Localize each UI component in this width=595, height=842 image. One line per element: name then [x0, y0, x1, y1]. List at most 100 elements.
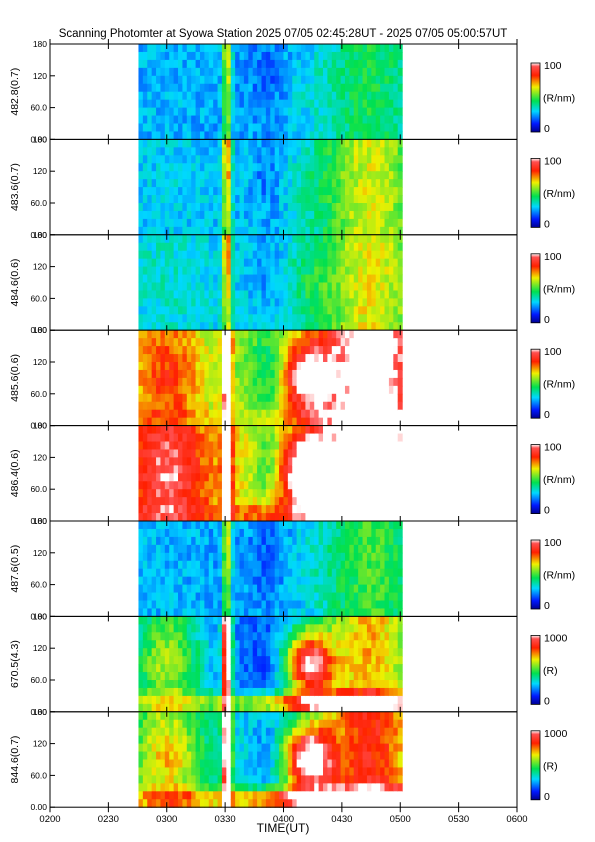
- heat-cell: [169, 695, 175, 705]
- heat-cell: [235, 544, 241, 554]
- heat-cell: [340, 51, 346, 61]
- heat-cell: [353, 195, 359, 204]
- heat-cell: [235, 226, 241, 236]
- heat-cell: [323, 568, 328, 578]
- heat-cell: [323, 258, 328, 268]
- heat-cell: [178, 226, 183, 236]
- heat-cell: [371, 457, 377, 466]
- heat-cell: [397, 163, 403, 172]
- heat-cell: [138, 242, 144, 252]
- heat-cell: [305, 290, 311, 299]
- heat-cell: [248, 195, 254, 204]
- heat-cell: [221, 163, 227, 172]
- heat-cell: [248, 695, 254, 705]
- heat-cell: [265, 51, 271, 61]
- heat-cell: [156, 147, 162, 156]
- heat-cell: [252, 203, 258, 212]
- heat-cell: [173, 210, 179, 220]
- heat-cell: [318, 385, 324, 395]
- heat-cell: [169, 393, 175, 403]
- heat-cell: [340, 242, 346, 252]
- heat-cell: [283, 536, 289, 546]
- heat-cell: [213, 218, 219, 228]
- heat-cell: [388, 425, 394, 435]
- heat-cell: [199, 234, 205, 244]
- heat-cell: [151, 298, 157, 307]
- heat-cell: [235, 163, 241, 172]
- heat-cell: [296, 75, 302, 85]
- heat-cell: [340, 274, 346, 284]
- heat-cell: [156, 210, 162, 220]
- heat-cell: [270, 258, 276, 268]
- heat-cell: [195, 481, 201, 490]
- heat-cell: [353, 330, 359, 339]
- heat-cell: [279, 203, 285, 212]
- heat-cell: [204, 59, 210, 69]
- heat-cell: [239, 171, 245, 180]
- heat-cell: [142, 433, 148, 443]
- heat-cell: [292, 99, 298, 109]
- heat-cell: [344, 314, 350, 323]
- heat-cell: [164, 632, 170, 641]
- heat-cell: [358, 210, 364, 220]
- heat-cell: [296, 536, 302, 546]
- heat-cell: [208, 195, 214, 204]
- heat-cell: [362, 67, 368, 77]
- heat-cell: [261, 703, 267, 713]
- heat-cell: [186, 338, 192, 347]
- heat-cell: [142, 505, 148, 514]
- heat-cell: [305, 171, 311, 180]
- heat-cell: [305, 362, 311, 371]
- heat-cell: [296, 346, 302, 355]
- heat-cell: [362, 99, 368, 109]
- heat-cell: [195, 393, 201, 403]
- heat-cell: [327, 489, 333, 498]
- heat-cell: [388, 362, 394, 371]
- heat-cell: [344, 377, 350, 387]
- heat-cell: [164, 497, 170, 506]
- heat-cell: [164, 290, 170, 299]
- heat-cell: [156, 59, 162, 69]
- heat-cell: [186, 51, 192, 61]
- heat-cell: [323, 473, 328, 482]
- heat-cell: [257, 401, 263, 411]
- heat-cell: [226, 91, 232, 101]
- heat-cell: [270, 282, 276, 292]
- heat-cell: [160, 258, 166, 268]
- heat-cell: [318, 250, 324, 260]
- heat-cell: [366, 346, 372, 355]
- heat-cell: [199, 346, 205, 355]
- heat-cell: [235, 672, 241, 681]
- heat-cell: [221, 608, 227, 617]
- heat-cell: [270, 401, 276, 411]
- heat-cell: [340, 536, 346, 546]
- heat-cell: [318, 441, 324, 451]
- heat-cell: [164, 608, 170, 617]
- heat-cell: [182, 632, 188, 641]
- heat-cell: [314, 179, 320, 188]
- heat-cell: [388, 107, 394, 117]
- heat-cell: [257, 608, 263, 617]
- heat-cell: [296, 664, 302, 673]
- heat-cell: [191, 568, 197, 578]
- heat-cell: [138, 171, 144, 180]
- heat-cell: [204, 250, 210, 260]
- heat-cell: [323, 505, 328, 514]
- heat-cell: [336, 703, 342, 713]
- heat-cell: [292, 179, 298, 188]
- heat-cell: [279, 314, 285, 323]
- heat-cell: [323, 75, 328, 85]
- heat-cell: [151, 680, 157, 689]
- heat-cell: [142, 274, 148, 284]
- heat-cell: [178, 465, 183, 474]
- heat-cell: [195, 195, 201, 204]
- heat-cell: [230, 155, 236, 164]
- heat-cell: [226, 306, 232, 315]
- heat-cell: [173, 83, 179, 93]
- heat-cell: [195, 346, 201, 355]
- heat-cell: [323, 521, 328, 530]
- heat-cell: [248, 425, 254, 435]
- heat-cell: [186, 648, 192, 657]
- heat-cell: [265, 250, 271, 260]
- heat-cell: [309, 664, 315, 673]
